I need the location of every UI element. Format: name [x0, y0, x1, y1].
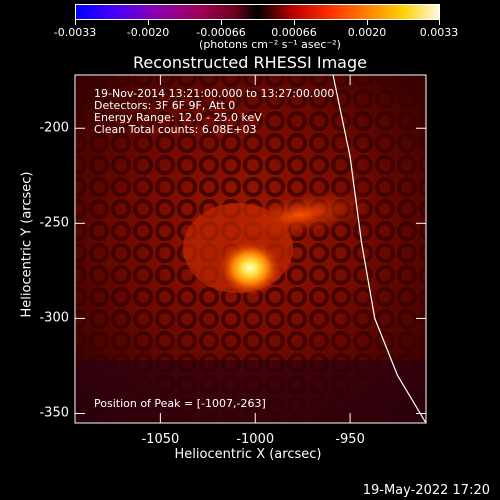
- colorbar-tick-label: -0.00066: [196, 26, 246, 39]
- y-tick-label: -250: [39, 215, 69, 231]
- annotation-peak-position: Position of Peak = [-1007,-263]: [94, 397, 266, 410]
- peak-source: [217, 240, 282, 297]
- annotation-clean: Clean Total counts: 6.08E+03: [94, 123, 257, 136]
- heatmap-bottom-shade: [75, 360, 426, 423]
- colorbar-tick-label: -0.0033: [53, 26, 97, 39]
- annotation-energy-range: Energy Range: 12.0 - 25.0 keV: [94, 111, 262, 124]
- colorbar: [75, 4, 440, 20]
- chart-title: Reconstructed RHESSI Image: [133, 53, 367, 72]
- footer-timestamp: 19-May-2022 17:20: [362, 483, 490, 498]
- x-tick-label: -1050: [141, 432, 180, 447]
- colorbar-tick-label: 0.00066: [271, 26, 317, 39]
- y-tick-label: -300: [39, 310, 69, 326]
- colorbar-tick-label: 0.0020: [347, 26, 387, 39]
- annotation-detectors: Detectors: 3F 6F 9F, Att 0: [94, 99, 236, 112]
- colorbar-units: (photons cm⁻² s⁻¹ asec⁻²): [199, 38, 341, 51]
- x-tick-label: -950: [335, 432, 365, 447]
- y-tick-label: -350: [39, 405, 69, 421]
- y-axis-label: Heliocentric Y (arcsec): [19, 171, 35, 318]
- colorbar-ticks: [75, 20, 440, 25]
- y-tick-label: -200: [39, 120, 69, 136]
- colorbar-tick-label: -0.0020: [126, 26, 170, 39]
- plot-frame: [74, 74, 427, 424]
- solar-limb-curve: [332, 75, 426, 423]
- x-tick-label: -1000: [236, 432, 275, 447]
- annotation-time-range: 19-Nov-2014 13:21:00.000 to 13:27:00.000: [94, 87, 335, 100]
- x-axis-label: Heliocentric X (arcsec): [174, 447, 322, 462]
- colorbar-tick-label: 0.0033: [419, 26, 459, 39]
